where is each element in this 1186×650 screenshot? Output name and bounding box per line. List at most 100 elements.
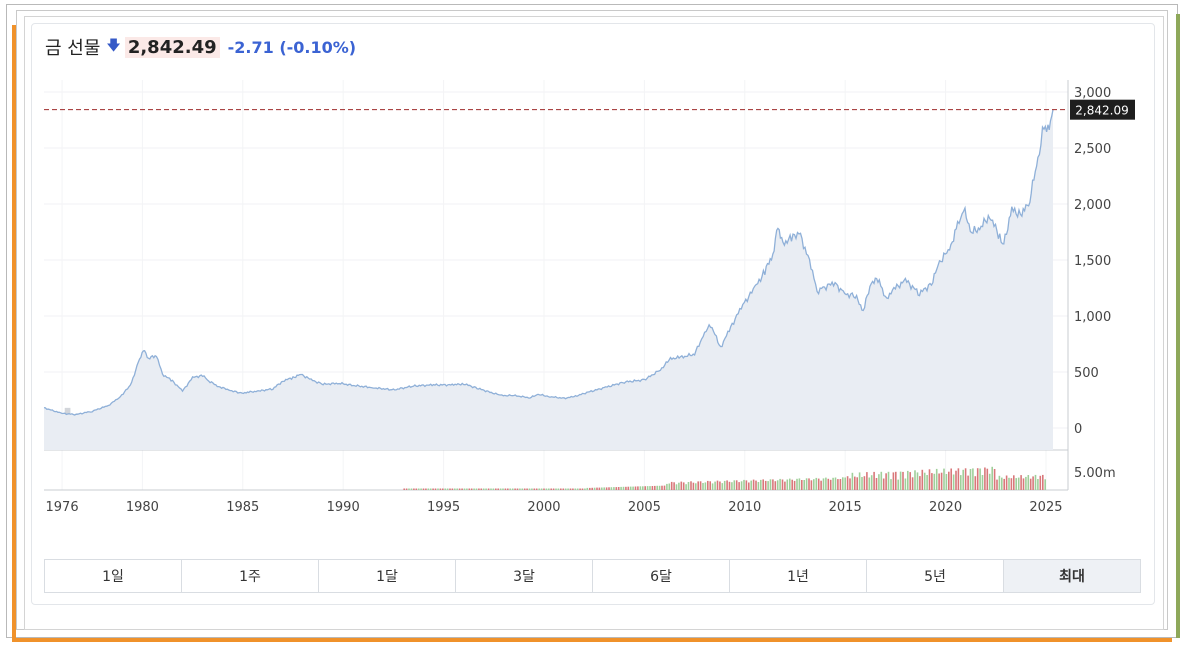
volume-bar: [702, 483, 704, 490]
volume-bar: [808, 478, 810, 490]
volume-bar: [1010, 478, 1013, 490]
volume-bar: [579, 488, 581, 490]
volume-bar: [839, 479, 842, 490]
volume-bar: [1029, 478, 1032, 490]
volume-bar: [952, 474, 955, 490]
y-tick-label: 500: [1074, 366, 1099, 381]
volume-bar: [1003, 478, 1005, 490]
volume-bar: [904, 478, 907, 490]
volume-bar: [870, 475, 873, 490]
quote-header: 금 선물 🡇 2,842.49 -2.71 (-0.10%): [45, 34, 356, 60]
volume-bar: [480, 488, 483, 490]
volume-bar: [779, 478, 781, 490]
volume-bar: [492, 488, 495, 490]
volume-bar: [933, 473, 936, 490]
volume-bar: [598, 487, 601, 490]
volume-bar: [1025, 476, 1027, 490]
volume-bar: [422, 488, 425, 490]
volume-bar: [468, 488, 471, 490]
volume-bar: [991, 466, 993, 490]
range-button[interactable]: 1주: [182, 560, 319, 592]
volume-bar: [632, 486, 634, 490]
volume-bar: [613, 487, 615, 490]
volume-bar: [417, 488, 420, 490]
volume-bar: [509, 488, 511, 490]
volume-bar: [832, 477, 834, 490]
volume-bar: [907, 470, 909, 490]
volume-bar: [948, 471, 950, 490]
volume-bar: [473, 488, 475, 490]
volume-bar: [1027, 475, 1030, 490]
volume-bar: [704, 482, 707, 490]
y-tick-label: 0: [1074, 422, 1082, 437]
x-tick-label: 2015: [829, 500, 862, 515]
x-tick-label: 2005: [628, 500, 661, 515]
range-button[interactable]: 1년: [730, 560, 867, 592]
volume-bar: [926, 475, 928, 490]
volume-bar: [957, 468, 960, 490]
volume-bar: [868, 477, 871, 490]
volume-bar: [670, 481, 673, 490]
volume-bar: [837, 479, 839, 490]
volume-bar: [911, 477, 914, 490]
volume-bar: [584, 488, 586, 490]
volume-bar: [817, 478, 820, 490]
volume-bar: [634, 486, 637, 490]
volume-bar: [444, 488, 446, 490]
volume-bar: [663, 485, 666, 490]
range-button[interactable]: 1달: [319, 560, 456, 592]
range-button[interactable]: 1일: [45, 560, 182, 592]
volume-bar: [842, 477, 844, 490]
x-tick-label: 2025: [1029, 500, 1062, 515]
volume-bar: [943, 468, 945, 490]
last-price: 2,842.49: [124, 36, 220, 58]
volume-bar: [974, 476, 977, 490]
volume-bar: [745, 480, 748, 490]
volume-bar: [685, 484, 687, 490]
range-button[interactable]: 6달: [593, 560, 730, 592]
volume-bar: [728, 481, 731, 490]
range-button[interactable]: 3달: [456, 560, 593, 592]
x-tick-label: 2020: [929, 500, 962, 515]
volume-bar: [878, 474, 880, 490]
volume-bar: [988, 473, 991, 490]
volume-bar: [567, 488, 569, 490]
volume-bar: [451, 488, 454, 490]
range-button[interactable]: 5년: [867, 560, 1004, 592]
volume-bar: [538, 488, 540, 490]
volume-bar: [863, 476, 866, 490]
volume-bar: [762, 479, 764, 490]
volume-bar: [519, 488, 521, 490]
volume-bar: [822, 478, 825, 490]
volume-bar: [776, 480, 779, 490]
volume-bar: [442, 488, 444, 490]
volume-bar: [880, 471, 883, 490]
volume-bar: [786, 479, 789, 490]
volume-bar: [803, 480, 805, 490]
range-button[interactable]: 최대: [1004, 560, 1140, 592]
volume-bar: [733, 480, 736, 490]
volume-bar: [709, 481, 711, 490]
volume-bar: [1042, 474, 1044, 490]
volume-bar: [769, 479, 772, 490]
volume-bar: [923, 472, 926, 490]
volume-bar: [593, 487, 596, 490]
volume-bar: [789, 478, 791, 490]
volume-bar: [921, 469, 924, 490]
volume-bar: [938, 473, 940, 490]
volume-bar: [569, 488, 572, 490]
volume-bar: [678, 482, 680, 490]
volume-bar: [562, 488, 565, 490]
volume-bar: [1005, 475, 1008, 490]
volume-bar: [605, 487, 608, 490]
volume-bar: [403, 488, 405, 490]
volume-bar: [892, 472, 895, 490]
volume-bar: [514, 488, 516, 490]
volume-bar: [470, 488, 473, 490]
volume-bar: [463, 488, 466, 490]
volume-bar: [697, 481, 699, 490]
volume-bar: [919, 476, 921, 490]
volume-bar: [711, 483, 714, 490]
volume-bar: [716, 480, 719, 490]
